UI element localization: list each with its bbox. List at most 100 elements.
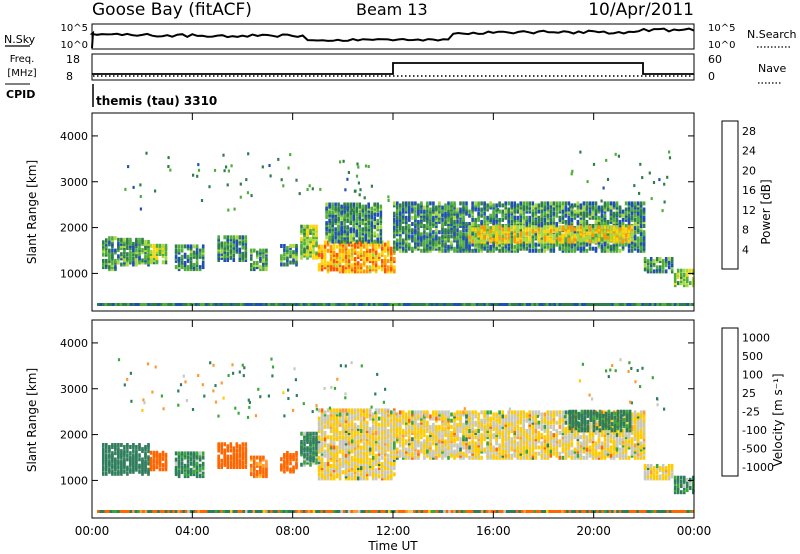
range-cell xyxy=(549,227,553,232)
range-cell xyxy=(402,217,405,222)
range-cell xyxy=(458,303,462,306)
range-cell xyxy=(652,259,656,264)
range-cell xyxy=(381,416,384,421)
range-cell xyxy=(561,242,565,247)
range-cell xyxy=(636,510,640,513)
range-cell xyxy=(686,303,690,306)
range-cell xyxy=(320,445,324,450)
range-cell xyxy=(330,510,334,513)
range-cell xyxy=(300,446,303,451)
range-cell xyxy=(549,209,553,214)
range-cell xyxy=(111,260,114,265)
range-cell xyxy=(149,450,153,455)
range-cell xyxy=(594,227,598,232)
range-cell xyxy=(158,454,162,459)
range-cell xyxy=(367,237,370,242)
range-cell xyxy=(223,241,226,246)
range-cell xyxy=(360,510,364,513)
range-cell xyxy=(183,455,187,460)
range-cell xyxy=(289,467,292,472)
range-cell xyxy=(220,442,223,447)
range-cell xyxy=(325,235,328,240)
range-cell xyxy=(537,237,541,242)
range-cell xyxy=(522,242,525,247)
range-cell xyxy=(365,472,369,477)
range-cell xyxy=(300,440,303,444)
range-cell xyxy=(642,238,646,243)
range-cell xyxy=(201,248,205,253)
range-cell xyxy=(591,510,595,513)
range-cell xyxy=(158,467,162,472)
range-cell xyxy=(265,248,268,253)
range-cell xyxy=(390,246,393,251)
range-cell xyxy=(606,242,610,247)
range-cell xyxy=(519,239,522,244)
range-cell xyxy=(555,235,559,240)
colorbar-tick-label: 8 xyxy=(742,224,749,237)
range-cell xyxy=(183,451,187,456)
range-cell xyxy=(489,201,492,206)
range-cell xyxy=(618,303,622,306)
range-cell xyxy=(347,171,350,174)
range-cell xyxy=(408,439,411,444)
range-cell xyxy=(480,248,483,253)
range-cell xyxy=(417,205,420,210)
range-cell xyxy=(408,410,411,415)
range-cell xyxy=(374,431,378,435)
range-cell xyxy=(329,472,333,477)
range-cell xyxy=(186,258,190,263)
range-cell xyxy=(108,240,111,245)
range-cell xyxy=(417,211,420,216)
range-cell xyxy=(525,209,528,214)
range-cell xyxy=(368,457,372,462)
range-cell xyxy=(611,510,615,513)
range-cell xyxy=(516,215,519,220)
range-cell xyxy=(365,510,369,513)
range-cell xyxy=(592,162,596,166)
range-cell xyxy=(379,219,383,223)
range-cell xyxy=(393,410,396,415)
range-cell xyxy=(164,461,168,466)
range-cell xyxy=(309,239,312,244)
range-cell xyxy=(286,256,289,261)
range-cell xyxy=(197,510,201,513)
range-cell xyxy=(368,408,372,413)
range-cell xyxy=(658,265,662,270)
range-cell xyxy=(132,467,135,472)
range-cell xyxy=(459,201,462,206)
range-cell xyxy=(691,303,695,306)
range-cell xyxy=(379,237,383,242)
range-cell xyxy=(683,268,686,273)
range-cell xyxy=(202,303,206,306)
range-cell xyxy=(445,303,449,306)
range-cell xyxy=(582,233,586,238)
range-cell xyxy=(295,303,299,306)
range-cell xyxy=(525,227,528,232)
range-cell xyxy=(501,227,504,232)
nave-tick-bottom: 0 xyxy=(708,70,715,83)
range-cell xyxy=(393,250,396,255)
range-cell xyxy=(306,188,309,191)
range-cell xyxy=(149,254,153,259)
beam-title: Beam 13 xyxy=(356,0,428,19)
range-cell xyxy=(344,457,348,462)
range-cell xyxy=(477,244,480,249)
range-cell xyxy=(390,410,393,415)
range-cell xyxy=(435,242,438,247)
range-cell xyxy=(405,238,408,243)
range-cell xyxy=(411,207,414,212)
range-cell xyxy=(402,228,405,233)
range-cell xyxy=(405,451,408,456)
range-cell xyxy=(630,207,634,212)
range-cell xyxy=(120,467,123,472)
range-cell xyxy=(335,424,339,429)
range-cell xyxy=(114,265,117,270)
range-cell xyxy=(127,510,131,513)
range-cell xyxy=(195,455,199,460)
range-cell xyxy=(561,248,565,253)
range-cell xyxy=(612,205,616,210)
range-cell xyxy=(359,468,363,473)
range-cell xyxy=(537,215,541,220)
range-cell xyxy=(573,248,577,253)
range-cell xyxy=(417,232,420,237)
